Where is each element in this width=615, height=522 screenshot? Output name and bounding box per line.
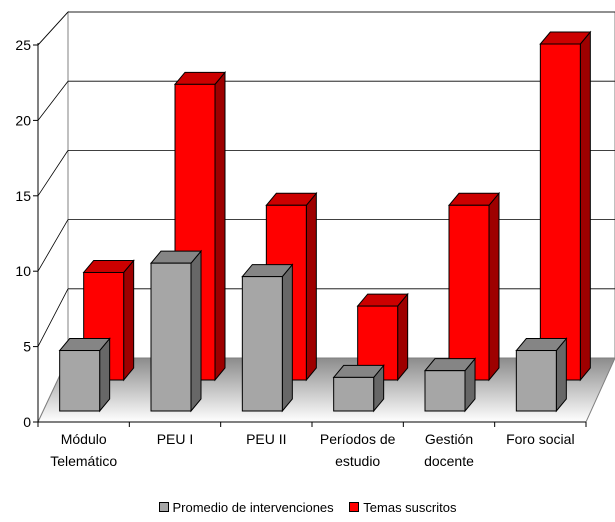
legend-item-series-2: Temas suscritos	[349, 500, 456, 515]
legend-label-series-1: Promedio de intervenciones	[172, 500, 334, 515]
x-tick-label-3: Períodos de	[320, 431, 396, 447]
x-tick-label-0: Módulo	[61, 431, 107, 447]
x-tick-label-2: PEU II	[246, 431, 286, 447]
bar-series-2-5	[539, 43, 581, 381]
bar-series-1-2-side	[281, 263, 293, 413]
bar-series-2-5-side	[579, 30, 591, 382]
legend-swatch-series-2	[349, 502, 360, 512]
bar-series-2-3-side	[397, 292, 409, 382]
y-tick-label-15: 15	[15, 188, 31, 204]
legend-swatch-series-1	[158, 502, 169, 512]
bar-series-2-4	[448, 204, 490, 381]
gridline-side-15	[37, 150, 69, 197]
x-tick-label-0-line2: Telemático	[50, 453, 117, 469]
y-tick-label-20: 20	[15, 112, 31, 128]
bar-series-1-1	[150, 262, 192, 412]
bar-series-1-5	[515, 350, 557, 412]
x-tick-label-4-line2: docente	[424, 453, 474, 469]
gridline-side-25	[37, 11, 69, 46]
bar-series-1-4	[424, 370, 466, 412]
x-tick-label-3-line2: estudio	[335, 453, 380, 469]
x-tick-label-4: Gestión	[425, 431, 473, 447]
bar-series-1-2	[241, 276, 283, 412]
bar-series-2-0-side	[123, 259, 135, 382]
bar-series-1-3	[333, 376, 375, 412]
back-wall	[67, 11, 615, 359]
gridline-side-5	[37, 288, 69, 347]
bar-series-2-1-side	[214, 70, 226, 382]
legend-item-series-1: Promedio de intervenciones	[158, 500, 334, 515]
y-tick-label-25: 25	[15, 37, 31, 53]
bar-series-2-4-side	[488, 191, 500, 382]
gridline-side-10	[37, 219, 69, 272]
gridline-side-20	[37, 80, 69, 121]
y-tick-label-10: 10	[15, 263, 31, 279]
bar-series-1-1-side	[190, 249, 202, 413]
bar-series-2-2-side	[305, 191, 317, 382]
y-tick-label-0: 0	[23, 414, 31, 430]
x-tick-label-1: PEU I	[157, 431, 194, 447]
y-tick-label-5: 5	[23, 339, 31, 355]
legend: Promedio de intervenciones Temas suscrit…	[0, 500, 615, 515]
legend-label-series-2: Temas suscritos	[363, 500, 457, 515]
x-tick-label-5: Foro social	[506, 431, 574, 447]
bar-series-1-0	[59, 350, 101, 412]
